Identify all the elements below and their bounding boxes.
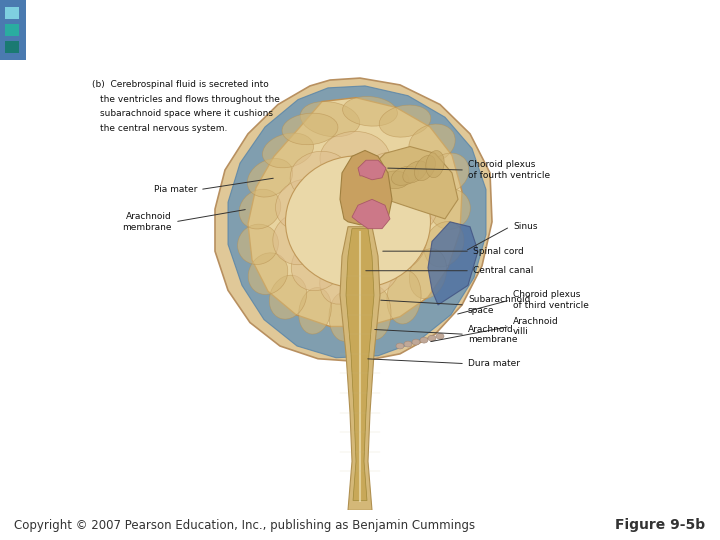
Text: Anatomy Summary: Cerebrospinal Fluid: Anatomy Summary: Cerebrospinal Fluid	[35, 19, 659, 46]
Ellipse shape	[299, 287, 331, 334]
Text: Pia mater: Pia mater	[153, 185, 197, 194]
Text: Choroid plexus
of fourth ventricle: Choroid plexus of fourth ventricle	[468, 160, 550, 180]
Text: the ventricles and flows throughout the: the ventricles and flows throughout the	[100, 94, 280, 104]
Ellipse shape	[415, 156, 436, 181]
Ellipse shape	[276, 179, 333, 231]
Ellipse shape	[239, 190, 281, 229]
Ellipse shape	[320, 247, 370, 304]
Polygon shape	[340, 151, 392, 225]
Ellipse shape	[379, 181, 437, 237]
Text: Choroid plexus
of third ventricle: Choroid plexus of third ventricle	[513, 291, 589, 310]
Ellipse shape	[292, 237, 345, 291]
Text: Central canal: Central canal	[473, 266, 534, 275]
Text: (b)  Cerebrospinal fluid is secreted into: (b) Cerebrospinal fluid is secreted into	[92, 80, 269, 89]
Ellipse shape	[436, 333, 444, 339]
Polygon shape	[352, 199, 390, 228]
Polygon shape	[228, 86, 486, 358]
Ellipse shape	[343, 97, 397, 126]
Ellipse shape	[387, 271, 421, 324]
Ellipse shape	[381, 171, 409, 188]
Text: Arachnoid
villi: Arachnoid villi	[513, 317, 559, 336]
Text: Sinus: Sinus	[513, 222, 538, 231]
Ellipse shape	[286, 156, 431, 288]
Ellipse shape	[282, 113, 338, 145]
Ellipse shape	[427, 153, 469, 193]
Ellipse shape	[269, 275, 307, 319]
Ellipse shape	[409, 124, 455, 163]
Polygon shape	[248, 98, 462, 327]
Ellipse shape	[358, 152, 422, 204]
Text: subarachnoid space where it cushions: subarachnoid space where it cushions	[100, 110, 273, 118]
Ellipse shape	[426, 151, 444, 178]
Text: Arachnoid
membrane: Arachnoid membrane	[468, 325, 518, 344]
Ellipse shape	[379, 105, 431, 137]
Ellipse shape	[410, 249, 446, 299]
Ellipse shape	[248, 159, 292, 197]
Text: Dura mater: Dura mater	[468, 359, 520, 368]
Polygon shape	[215, 78, 492, 362]
Ellipse shape	[238, 224, 279, 265]
Ellipse shape	[404, 341, 412, 347]
Ellipse shape	[248, 253, 288, 294]
Ellipse shape	[392, 166, 418, 185]
Polygon shape	[340, 227, 380, 510]
Ellipse shape	[273, 212, 327, 265]
Ellipse shape	[348, 239, 402, 297]
Polygon shape	[368, 146, 458, 219]
Ellipse shape	[424, 221, 464, 267]
Bar	[0, 0, 26, 60]
Text: Subarachnoid
space: Subarachnoid space	[468, 295, 531, 315]
Bar	[5, 7, 19, 19]
Text: Spinal cord: Spinal cord	[473, 247, 523, 255]
Text: Copyright © 2007 Pearson Education, Inc., publishing as Benjamin Cummings: Copyright © 2007 Pearson Education, Inc.…	[14, 518, 475, 532]
Ellipse shape	[369, 217, 427, 272]
Ellipse shape	[290, 151, 350, 200]
Ellipse shape	[320, 131, 390, 185]
Polygon shape	[428, 222, 478, 305]
Ellipse shape	[428, 335, 436, 341]
Ellipse shape	[420, 337, 428, 343]
Ellipse shape	[430, 189, 470, 230]
Ellipse shape	[396, 343, 404, 349]
Text: Figure 9-5b: Figure 9-5b	[616, 518, 706, 532]
Ellipse shape	[402, 161, 427, 183]
Bar	[5, 24, 19, 36]
Ellipse shape	[300, 102, 360, 137]
Ellipse shape	[412, 339, 420, 345]
Polygon shape	[358, 160, 386, 180]
Polygon shape	[346, 228, 374, 501]
Ellipse shape	[329, 292, 359, 341]
Ellipse shape	[263, 133, 313, 168]
Text: Arachnoid
membrane: Arachnoid membrane	[122, 212, 172, 232]
Bar	[5, 41, 19, 53]
Text: the central nervous system.: the central nervous system.	[100, 124, 228, 133]
Ellipse shape	[359, 286, 391, 340]
